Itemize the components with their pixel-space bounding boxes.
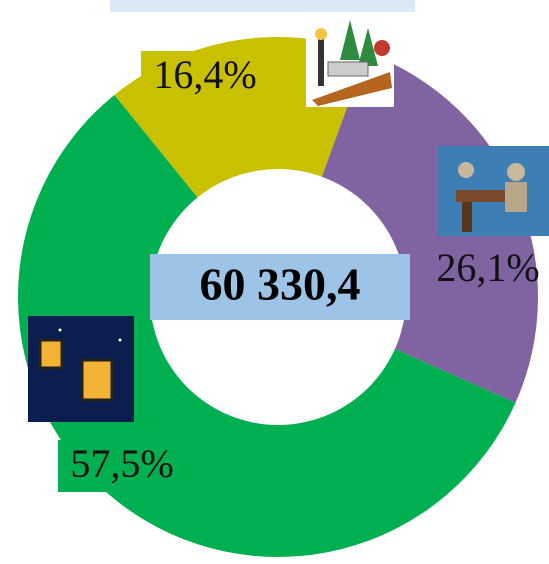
office-icon — [438, 146, 549, 236]
center-label-bg — [150, 254, 410, 320]
donut-segment — [321, 52, 538, 403]
value-label: 16,4% — [153, 52, 256, 97]
lantern-icon — [28, 316, 134, 422]
park-icon — [306, 12, 394, 107]
value-label: 57,5% — [70, 441, 173, 486]
value-label-bg — [141, 51, 269, 103]
header-band — [110, 0, 415, 12]
center-label: 60 330,4 — [200, 259, 361, 310]
value-label-bg — [58, 440, 186, 492]
value-label: 26,1% — [436, 245, 539, 290]
